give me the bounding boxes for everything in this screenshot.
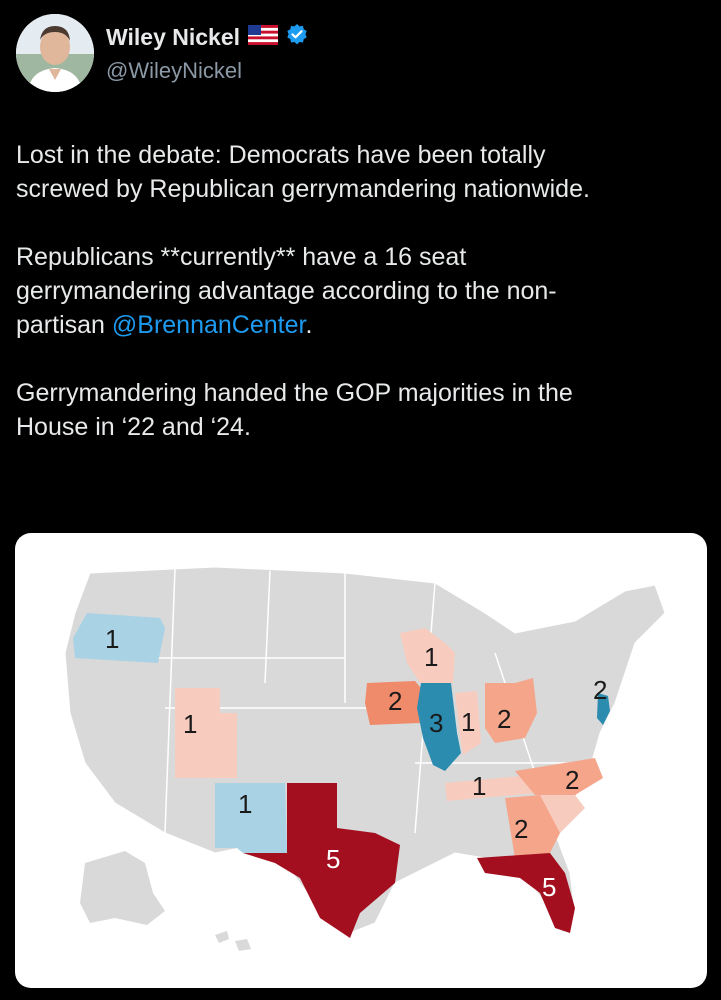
hawaii-shape [215, 931, 251, 951]
label-wisconsin: 1 [424, 642, 438, 672]
verified-badge-icon [286, 24, 308, 51]
label-oregon: 1 [105, 624, 119, 654]
label-illinois: 3 [429, 708, 443, 738]
alaska-shape [80, 851, 165, 925]
state-georgia [505, 795, 560, 858]
label-georgia: 2 [514, 814, 528, 844]
map-image[interactable]: 1 1 1 5 2 1 3 1 2 2 1 2 2 5 [15, 533, 707, 988]
tweet-text: Lost in the debate: Democrats have been … [16, 138, 706, 478]
tweet-paragraph-1: Lost in the debate: Democrats have been … [16, 141, 590, 203]
state-indiana [455, 691, 481, 755]
us-flag-icon [248, 25, 279, 50]
mention-link[interactable]: @BrennanCenter [111, 311, 306, 339]
label-iowa: 2 [388, 686, 402, 716]
state-illinois [417, 683, 461, 771]
state-iowa [365, 681, 425, 725]
label-new-mexico: 1 [238, 789, 252, 819]
author-name[interactable]: Wiley Nickel [106, 24, 241, 50]
avatar[interactable] [16, 14, 94, 92]
state-ohio [485, 678, 537, 743]
state-north-carolina [515, 758, 603, 795]
label-north-carolina: 2 [565, 765, 579, 795]
state-utah [175, 688, 237, 778]
label-texas: 5 [326, 844, 340, 874]
tweet-header: Wiley Nickel @WileyNickel [16, 14, 706, 94]
state-texas [243, 783, 400, 938]
label-utah: 1 [183, 709, 197, 739]
label-indiana: 1 [461, 707, 475, 737]
state-wisconsin [400, 628, 455, 683]
state-oregon [73, 613, 165, 663]
label-new-jersey: 2 [593, 675, 607, 705]
tweet-paragraph-3: Gerrymandering handed the GOP majorities… [16, 379, 573, 441]
tweet-paragraph-2: Republicans **currently** have a 16 seat… [16, 240, 706, 342]
state-new-mexico [215, 783, 287, 853]
tweet-paragraph-2-end: . [305, 311, 313, 339]
state-new-jersey [597, 693, 610, 725]
label-tennessee: 1 [472, 771, 486, 801]
state-florida [477, 853, 575, 933]
label-ohio: 2 [497, 704, 511, 734]
label-florida: 5 [542, 872, 556, 902]
author-handle[interactable]: @WileyNickel [106, 58, 243, 83]
tweet-paragraph-2-text: Republicans **currently** have a 16 seat… [16, 243, 557, 339]
